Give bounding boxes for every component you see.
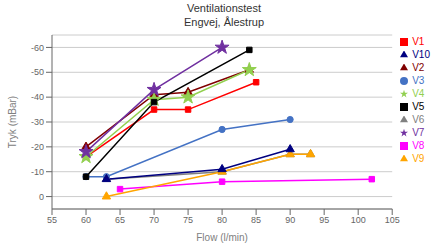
html-text:V10: V10 — [412, 49, 430, 60]
html-text:V7: V7 — [412, 127, 425, 138]
svg-text:105: 105 — [385, 215, 400, 225]
svg-text:-20: -20 — [31, 142, 44, 152]
svg-text:-10: -10 — [31, 167, 44, 177]
svg-text:65: 65 — [115, 215, 125, 225]
html-text:V4: V4 — [412, 88, 425, 99]
html-text:V2: V2 — [412, 62, 425, 73]
svg-text:60: 60 — [81, 215, 91, 225]
html-text:V8: V8 — [412, 140, 425, 151]
svg-text:100: 100 — [351, 215, 366, 225]
svg-text:-50: -50 — [31, 67, 44, 77]
svg-text:-30: -30 — [31, 117, 44, 127]
html-text:V3: V3 — [412, 75, 425, 86]
html-text:V1: V1 — [412, 36, 425, 47]
html-text:V6: V6 — [412, 114, 425, 125]
svg-text:95: 95 — [319, 215, 329, 225]
svg-text:80: 80 — [217, 215, 227, 225]
html-text:V5: V5 — [412, 101, 425, 112]
svg-text:85: 85 — [251, 215, 261, 225]
svg-text:70: 70 — [149, 215, 159, 225]
svg-text:-40: -40 — [31, 92, 44, 102]
svg-text:0: 0 — [39, 192, 44, 202]
html-text:V9: V9 — [412, 153, 425, 164]
svg-text:Tryk (mBar): Tryk (mBar) — [7, 96, 18, 148]
svg-text:75: 75 — [183, 215, 193, 225]
svg-text:Flow (l/min): Flow (l/min) — [196, 232, 248, 243]
html-text:Ventilationstest Engvej, Ålest: Ventilationstest Engvej, Ålestrup — [183, 2, 264, 28]
svg-text:-60: -60 — [31, 43, 44, 53]
svg-text:90: 90 — [285, 215, 295, 225]
svg-text:55: 55 — [47, 215, 57, 225]
